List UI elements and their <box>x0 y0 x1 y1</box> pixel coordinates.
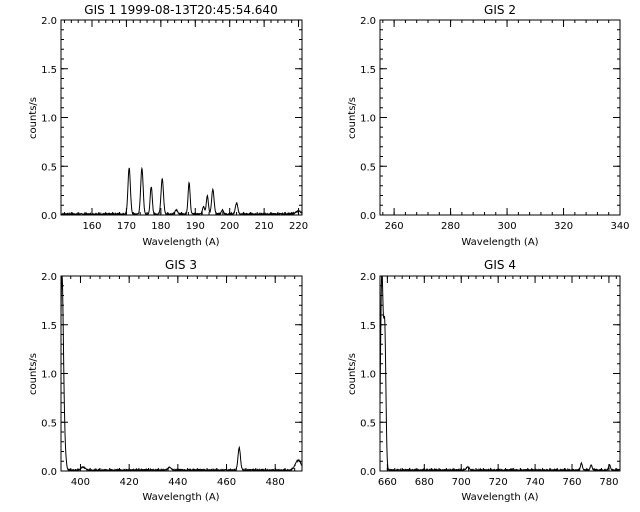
x-tick-label: 190 <box>186 221 205 232</box>
panel-gis-2: GIS 2 counts/s Wavelength (A) 0.0 0.5 1.0 1… <box>347 3 630 248</box>
x-tick-label: 700 <box>452 477 471 488</box>
x-tick-label: 180 <box>151 221 170 232</box>
spectrum-line <box>380 276 620 471</box>
x-tick-label: 280 <box>441 221 460 232</box>
x-axis-label: Wavelength (A) <box>142 492 219 503</box>
x-tick-label: 720 <box>489 477 508 488</box>
y-axis-label: counts/s <box>347 97 358 139</box>
y-tick-label: 2.0 <box>41 272 57 283</box>
x-tick-label: 170 <box>117 221 136 232</box>
plot-area: 0.0 0.5 1.0 1.5 2.0 160 170 180 190 200 210 220 <box>41 16 308 232</box>
x-tick-label: 740 <box>526 477 545 488</box>
x-tick-label: 160 <box>82 221 101 232</box>
y-tick-label: 0.0 <box>360 211 376 222</box>
y-tick-label: 2.0 <box>360 272 376 283</box>
x-tick-label: 660 <box>378 477 397 488</box>
y-tick-label: 1.5 <box>41 65 57 76</box>
y-axis-label: counts/s <box>347 353 358 395</box>
panel-title: GIS 4 <box>484 258 516 272</box>
panel-title: GIS 1 1999-08-13T20:45:54.640 <box>84 3 277 17</box>
x-tick-label: 480 <box>266 477 285 488</box>
y-tick-label: 0.5 <box>41 162 57 173</box>
y-tick-label: 0.0 <box>360 467 376 478</box>
x-tick-label: 260 <box>385 221 404 232</box>
y-axis-label: counts/s <box>28 353 39 395</box>
y-tick-label: 1.5 <box>360 65 376 76</box>
y-tick-label: 1.5 <box>360 321 376 332</box>
y-tick-label: 0.5 <box>360 418 376 429</box>
x-tick-label: 680 <box>415 477 434 488</box>
x-tick-label: 460 <box>217 477 236 488</box>
x-tick-label: 440 <box>168 477 187 488</box>
panel-title: GIS 2 <box>484 3 516 17</box>
panel-gis-4: GIS 4 counts/s Wavelength (A) 0.0 0.5 1.0 1… <box>347 258 621 503</box>
x-tick-label: 220 <box>289 221 308 232</box>
x-tick-label: 300 <box>498 221 517 232</box>
y-tick-label: 1.0 <box>360 370 376 381</box>
x-tick-label: 760 <box>562 477 581 488</box>
panel-gis-3: GIS 3 counts/s Wavelength (A) 0.0 0.5 1.0 1… <box>28 258 303 503</box>
x-tick-label: 780 <box>599 477 618 488</box>
x-tick-label: 340 <box>610 221 629 232</box>
plot-area: 0.0 0.5 1.0 1.5 2.0 660 680 700 720 740 760 780 <box>360 272 621 488</box>
x-tick-label: 420 <box>120 477 139 488</box>
panel-gis-1: GIS 1 1999-08-13T20:45:54.640 counts/s W… <box>28 3 308 248</box>
y-tick-label: 0.0 <box>41 211 57 222</box>
y-tick-label: 0.5 <box>360 162 376 173</box>
x-axis-label: Wavelength (A) <box>461 492 538 503</box>
x-tick-label: 400 <box>71 477 90 488</box>
panel-title: GIS 3 <box>165 258 197 272</box>
y-tick-label: 1.0 <box>41 370 57 381</box>
y-tick-label: 2.0 <box>41 16 57 27</box>
y-tick-label: 1.5 <box>41 321 57 332</box>
y-tick-label: 2.0 <box>360 16 376 27</box>
y-tick-label: 0.5 <box>41 418 57 429</box>
y-tick-label: 0.0 <box>41 467 57 478</box>
x-tick-label: 200 <box>220 221 239 232</box>
plot-area: 0.0 0.5 1.0 1.5 2.0 400 420 440 460 480 <box>41 272 303 488</box>
spectrum-line <box>61 276 302 471</box>
x-axis-label: Wavelength (A) <box>461 237 538 248</box>
x-tick-label: 320 <box>554 221 573 232</box>
y-axis-label: counts/s <box>28 97 39 139</box>
y-tick-label: 1.0 <box>360 114 376 125</box>
x-axis-label: Wavelength (A) <box>142 237 219 248</box>
y-tick-label: 1.0 <box>41 114 57 125</box>
plot-area: 0.0 0.5 1.0 1.5 2.0 260 280 300 320 340 <box>360 16 629 232</box>
x-tick-label: 210 <box>255 221 274 232</box>
